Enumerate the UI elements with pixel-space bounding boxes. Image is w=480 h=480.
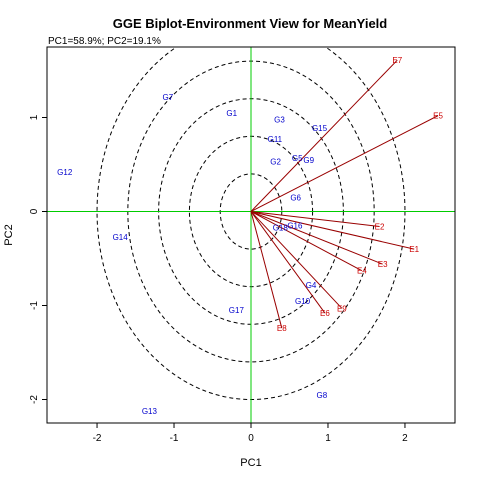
environment-label-e2: E2 <box>375 223 385 232</box>
vector-e5 <box>250 115 439 212</box>
genotype-label-g16: G16 <box>287 222 303 231</box>
environment-label-e5: E5 <box>433 112 443 121</box>
vector-e4 <box>250 211 363 272</box>
genotype-label-g10: G10 <box>295 297 311 306</box>
vector-e6 <box>250 211 326 314</box>
chart-subtitle: PC1=58.9%; PC2=19.1% <box>48 36 161 47</box>
genotype-label-g4: G4 <box>306 281 317 290</box>
genotype-label-g11: G11 <box>268 135 283 144</box>
environment-vectors <box>250 59 439 329</box>
environment-label-e9: E9 <box>337 304 347 313</box>
origin-axes <box>47 47 455 423</box>
genotype-label-g12: G12 <box>57 168 73 177</box>
vector-e1 <box>250 211 415 250</box>
environment-label-e3: E3 <box>378 260 388 269</box>
genotype-label-g3: G3 <box>274 115 285 124</box>
plot-area: G1G2G3G4G5G6G7G8G9G10G11G12G13G14G15G16G… <box>47 47 455 423</box>
genotype-label-g17: G17 <box>229 306 245 315</box>
x-axis-label: PC1 <box>240 457 261 469</box>
y-tick-label-2: 0 <box>29 208 40 214</box>
environment-label-e4: E4 <box>357 267 367 276</box>
vector-e8 <box>250 211 283 329</box>
x-tick-label-1: -1 <box>170 433 179 444</box>
x-tick-label-0: -2 <box>93 433 102 444</box>
environment-label-e6: E6 <box>320 309 330 318</box>
chart-title: GGE Biplot-Environment View for MeanYiel… <box>113 16 388 31</box>
y-axis-label: PC2 <box>3 224 15 245</box>
y-tick-label-3: 1 <box>29 114 40 120</box>
genotype-label-g9: G9 <box>303 156 314 165</box>
genotype-label-g7: G7 <box>163 93 174 102</box>
vector-e9 <box>250 211 343 309</box>
x-tick-label-3: 1 <box>325 433 331 444</box>
x-axis-ticks: -2 -1 0 1 2 <box>93 423 408 444</box>
genotype-label-g18: G18 <box>273 223 289 232</box>
genotype-label-g1: G1 <box>226 109 237 118</box>
x-tick-label-2: 0 <box>248 433 254 444</box>
environment-labels: E1 E2 E3 E4 E5 E6 E7 E8 E9 <box>277 56 444 333</box>
environment-label-e8: E8 <box>277 324 287 333</box>
environment-label-e1: E1 <box>409 245 419 254</box>
y-tick-label-1: -1 <box>29 301 40 310</box>
genotype-label-g6: G6 <box>290 193 301 202</box>
environment-label-e7: E7 <box>392 56 402 65</box>
vector-e2 <box>250 211 380 228</box>
genotype-label-g8: G8 <box>316 391 327 400</box>
y-axis-ticks: -2 -1 0 1 <box>29 114 47 404</box>
genotype-label-g2: G2 <box>270 158 281 167</box>
vector-e3 <box>250 211 383 265</box>
genotype-label-g14: G14 <box>113 233 129 242</box>
genotype-labels: G1G2G3G4G5G6G7G8G9G10G11G12G13G14G15G16G… <box>57 93 328 416</box>
genotype-label-g13: G13 <box>142 407 158 416</box>
genotype-label-g15: G15 <box>312 124 328 133</box>
y-tick-label-0: -2 <box>29 395 40 404</box>
genotype-label-g5: G5 <box>292 154 303 163</box>
x-tick-label-4: 2 <box>402 433 408 444</box>
vector-e7 <box>250 59 398 212</box>
